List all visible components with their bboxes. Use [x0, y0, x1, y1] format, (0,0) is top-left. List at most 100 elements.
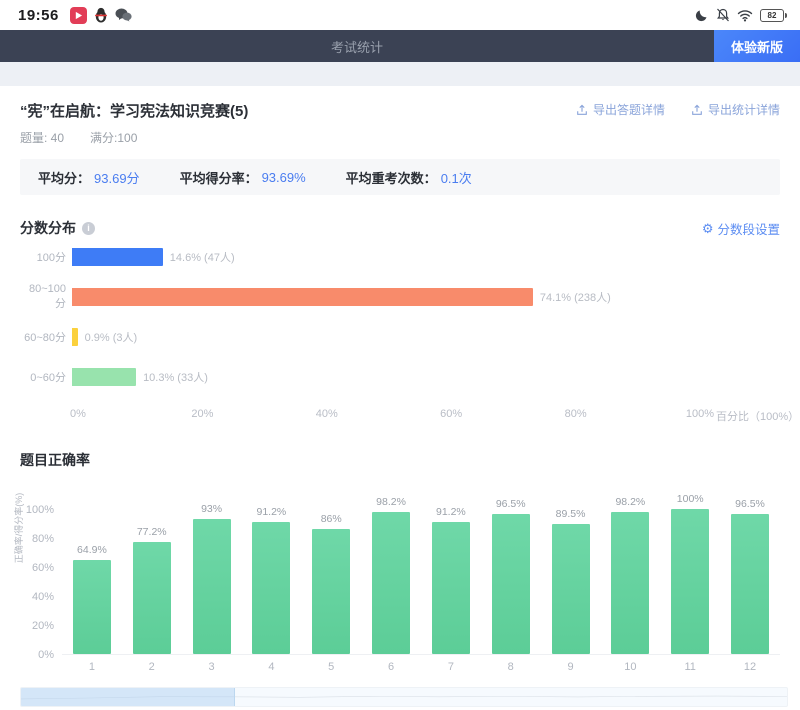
gear-icon: ⚙	[701, 220, 714, 236]
wifi-icon	[737, 9, 753, 22]
try-new-version-button[interactable]: 体验新版	[714, 30, 800, 62]
accuracy-bar-slot: 98.2%	[600, 496, 660, 654]
accuracy-bar[interactable]	[132, 542, 171, 654]
battery-icon: 82	[760, 8, 787, 22]
accuracy-bar-slot: 86%	[301, 513, 361, 654]
score-bar[interactable]	[72, 328, 78, 346]
summary-stats-bar: 平均分： 93.69分 平均得分率： 93.69% 平均重考次数： 0.1次	[20, 159, 780, 195]
x-tick-label: 60%	[440, 408, 463, 420]
datazoom-shadow-line	[21, 688, 787, 706]
accuracy-bar-slot: 96.5%	[720, 498, 780, 654]
score-bar-row: 100分 14.6% (47人)	[20, 248, 780, 266]
accuracy-bar[interactable]	[312, 529, 351, 654]
y-tick-label: 40%	[31, 591, 54, 603]
accuracy-bar-value: 64.9%	[77, 543, 107, 556]
x-tick-label: 0%	[70, 408, 86, 420]
qq-icon	[94, 7, 108, 23]
accuracy-x-tick: 12	[743, 661, 757, 673]
main-content: “宪”在启航：学习宪法知识竞赛(5) 导出答题详情 导出统计详情 题量: 40 …	[0, 86, 800, 673]
accuracy-bar-value: 91.2%	[256, 505, 287, 518]
accuracy-x-tick: 7	[447, 661, 454, 673]
score-bar[interactable]	[72, 368, 137, 386]
score-bar-row: 80~100分 74.1% (238人)	[20, 283, 780, 310]
page-title: 考试统计	[330, 39, 383, 55]
score-bar-label: 74.1% (238人)	[539, 292, 611, 304]
moon-icon	[695, 8, 709, 22]
score-bar-category: 100分	[36, 252, 66, 264]
accuracy-y-axis: 0% 20% 40% 60% 80% 100%	[20, 492, 62, 661]
video-app-icon	[69, 6, 87, 24]
accuracy-bar[interactable]	[491, 514, 530, 654]
avg-retake-stat: 平均重考次数： 0.1次	[345, 170, 472, 186]
accuracy-bar[interactable]	[372, 511, 411, 654]
accuracy-x-tick: 11	[684, 661, 696, 673]
accuracy-bar-value: 96.5%	[735, 498, 765, 511]
score-bar-category: 80~100分	[28, 283, 66, 310]
x-tick-label: 80%	[564, 408, 587, 420]
accuracy-bar-value: 77.2%	[136, 526, 167, 539]
accuracy-bar-value: 98.2%	[615, 495, 646, 508]
y-tick-label: 0%	[38, 649, 54, 661]
accuracy-bar-value: 93%	[201, 503, 223, 516]
accuracy-bar[interactable]	[72, 559, 111, 654]
clock-time: 19:56	[18, 6, 59, 24]
bell-off-icon	[716, 8, 730, 22]
datazoom-slider[interactable]	[20, 687, 788, 707]
wechat-icon	[115, 8, 132, 22]
accuracy-bar[interactable]	[551, 524, 590, 654]
export-answers-button[interactable]: 导出答题详情	[576, 101, 665, 118]
accuracy-bar[interactable]	[731, 514, 770, 654]
accuracy-bar-slot: 93%	[182, 503, 242, 654]
accuracy-bar-slot: 89.5%	[541, 508, 601, 654]
accuracy-bar-value: 96.5%	[495, 498, 526, 511]
score-bar[interactable]	[72, 288, 533, 306]
question-count: 题量: 40	[20, 131, 65, 145]
score-distribution-title: 分数分布 i	[20, 218, 95, 238]
status-bar: 19:56	[0, 0, 800, 30]
avg-rate-stat: 平均得分率： 93.69%	[179, 169, 306, 186]
accuracy-x-tick: 6	[387, 661, 395, 673]
y-tick-label: 20%	[31, 620, 54, 632]
accuracy-bar-slot: 64.9%	[62, 544, 122, 654]
y-tick-label: 60%	[31, 562, 54, 574]
score-bar-category: 0~60分	[30, 372, 66, 384]
battery-percent: 82	[767, 10, 777, 20]
avg-score-stat: 平均分： 93.69分	[38, 170, 140, 186]
accuracy-bar[interactable]	[431, 521, 470, 654]
export-icon	[577, 104, 587, 115]
export-icon	[692, 104, 702, 115]
accuracy-bar[interactable]	[671, 509, 710, 654]
score-bar-label: 14.6% (47人)	[169, 252, 235, 264]
y-tick-label: 100%	[25, 504, 54, 516]
export-stats-button[interactable]: 导出统计详情	[691, 101, 780, 118]
accuracy-x-tick: 8	[507, 661, 514, 673]
x-tick-label: 40%	[315, 408, 338, 420]
datazoom-selected-window[interactable]	[21, 688, 236, 706]
accuracy-x-tick: 2	[148, 661, 155, 673]
header-spacer	[0, 62, 800, 86]
accuracy-bar-slot: 100%	[660, 493, 720, 654]
accuracy-bar-slot: 96.5%	[481, 498, 541, 654]
accuracy-bar-slot: 98.2%	[361, 496, 421, 654]
accuracy-bar[interactable]	[192, 519, 231, 654]
accuracy-x-tick: 10	[624, 661, 637, 673]
accuracy-bar-value: 89.5%	[555, 508, 586, 521]
accuracy-x-tick: 3	[208, 661, 215, 673]
accuracy-bar-value: 86%	[320, 513, 342, 526]
score-bar-row: 60~80分 0.9% (3人)	[20, 328, 780, 346]
x-axis-title: 百分比（100%）	[716, 411, 800, 423]
accuracy-x-axis: 1 2 3 4 5 6 7 8 9 10 11 12	[62, 655, 780, 673]
info-icon[interactable]: i	[82, 221, 95, 235]
score-bar[interactable]	[72, 248, 163, 266]
score-bar-label: 0.9% (3人)	[84, 332, 138, 344]
accuracy-title: 题目正确率	[20, 452, 90, 468]
accuracy-plot-area: 64.9% 77.2% 93% 91.2% 86% 98.2% 91.2% 96.5% 89.5…	[62, 492, 780, 655]
accuracy-bar-value: 100%	[676, 493, 704, 505]
accuracy-bar[interactable]	[252, 521, 291, 654]
accuracy-bar-slot: 91.2%	[421, 506, 481, 654]
accuracy-bar-slot: 77.2%	[122, 526, 182, 654]
y-tick-label: 80%	[31, 533, 54, 545]
score-segment-settings-button[interactable]: ⚙ 分数段设置	[701, 220, 780, 237]
accuracy-bar[interactable]	[611, 511, 650, 654]
accuracy-x-tick: 5	[328, 661, 335, 673]
